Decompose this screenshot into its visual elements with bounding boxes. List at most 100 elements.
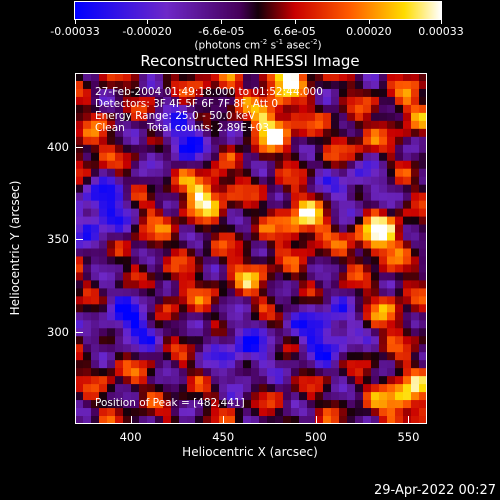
info-peak: Position of Peak = [482,441] — [95, 397, 245, 409]
heatmap-cell — [347, 168, 356, 178]
heatmap-cell — [379, 168, 388, 178]
heatmap-cell — [291, 240, 300, 250]
heatmap-cell — [315, 272, 324, 282]
heatmap-cell — [107, 176, 116, 186]
heatmap-cell — [139, 232, 148, 242]
heatmap-cell — [123, 160, 132, 170]
heatmap-cell — [403, 416, 412, 424]
heatmap-cell — [187, 256, 196, 266]
heatmap-cell — [291, 304, 300, 313]
heatmap-cell — [259, 296, 268, 305]
heatmap-cell — [107, 112, 116, 122]
heatmap-cell — [227, 312, 236, 321]
heatmap-cell — [371, 288, 380, 297]
heatmap-cell — [131, 160, 140, 170]
heatmap-cell — [315, 368, 324, 377]
heatmap-cell — [171, 256, 180, 266]
heatmap-cell — [331, 136, 340, 146]
heatmap-cell — [99, 360, 108, 369]
heatmap-cell — [243, 192, 252, 202]
heatmap-cell — [139, 408, 148, 417]
heatmap-cell — [147, 248, 156, 258]
heatmap-cell — [267, 184, 276, 194]
heatmap-cell — [203, 328, 212, 337]
heatmap-cell — [347, 160, 356, 170]
heatmap-cell — [307, 112, 316, 122]
heatmap-cell — [179, 73, 188, 82]
x-axis-label: Heliocentric X (arcsec) — [182, 445, 318, 459]
heatmap-cell — [267, 264, 276, 274]
heatmap-cell — [243, 168, 252, 178]
heatmap-cell — [331, 312, 340, 321]
heatmap-cell — [363, 328, 372, 337]
heatmap-cell — [339, 192, 348, 202]
heatmap-cell — [419, 256, 427, 266]
heatmap-cell — [403, 184, 412, 194]
heatmap-cell — [211, 96, 220, 106]
heatmap-cell — [307, 80, 316, 90]
heatmap-cell — [395, 144, 404, 154]
heatmap-cell — [155, 320, 164, 329]
heatmap-cell — [299, 416, 308, 424]
heatmap-cell — [371, 344, 380, 353]
heatmap-cell — [243, 376, 252, 385]
heatmap-cell — [163, 184, 172, 194]
heatmap-cell — [83, 280, 92, 289]
heatmap-cell — [131, 392, 140, 401]
heatmap-cell — [107, 216, 116, 226]
heatmap-cell — [91, 152, 100, 162]
heatmap-cell — [331, 73, 340, 82]
heatmap-cell — [227, 176, 236, 186]
heatmap-cell — [251, 304, 260, 313]
heatmap-cell — [147, 144, 156, 154]
heatmap-cell — [323, 208, 332, 218]
heatmap-cell — [203, 336, 212, 345]
heatmap-cell — [387, 168, 396, 178]
heatmap-cell — [251, 352, 260, 361]
heatmap-cell — [219, 384, 228, 393]
heatmap-cell — [267, 224, 276, 234]
heatmap-cell — [379, 136, 388, 146]
heatmap-cell — [291, 416, 300, 424]
heatmap-cell — [323, 232, 332, 242]
heatmap-cell — [371, 336, 380, 345]
heatmap-cell — [123, 216, 132, 226]
heatmap-cell — [251, 384, 260, 393]
heatmap-cell — [379, 248, 388, 258]
heatmap-cell — [155, 416, 164, 424]
heatmap-cell — [331, 352, 340, 361]
heatmap-cell — [211, 152, 220, 162]
heatmap-cell — [331, 360, 340, 369]
heatmap-cell — [107, 304, 116, 313]
heatmap-cell — [155, 73, 164, 82]
heatmap-cell — [139, 152, 148, 162]
heatmap-cell — [235, 144, 244, 154]
heatmap-cell — [315, 240, 324, 250]
heatmap-cell — [299, 216, 308, 226]
heatmap-cell — [195, 392, 204, 401]
heatmap-cell — [235, 384, 244, 393]
heatmap-cell — [283, 280, 292, 289]
heatmap-cell — [99, 104, 108, 114]
heatmap-cell — [267, 192, 276, 202]
heatmap-cell — [387, 216, 396, 226]
heatmap-cell — [251, 328, 260, 337]
heatmap-cell — [107, 416, 116, 424]
heatmap-cell — [115, 144, 124, 154]
heatmap-cell — [291, 200, 300, 210]
heatmap-cell — [347, 416, 356, 424]
heatmap-cell — [123, 344, 132, 353]
heatmap-cell — [139, 96, 148, 106]
heatmap-cell — [131, 192, 140, 202]
heatmap-cell — [91, 104, 100, 114]
heatmap-cell — [419, 416, 427, 424]
heatmap-cell — [139, 256, 148, 266]
heatmap-cell — [227, 400, 236, 409]
heatmap-cell — [147, 328, 156, 337]
heatmap-cell — [99, 160, 108, 170]
heatmap-cell — [251, 232, 260, 242]
heatmap-cell — [323, 368, 332, 377]
heatmap-cell — [403, 88, 412, 98]
heatmap-cell — [91, 328, 100, 337]
heatmap-cell — [227, 96, 236, 106]
